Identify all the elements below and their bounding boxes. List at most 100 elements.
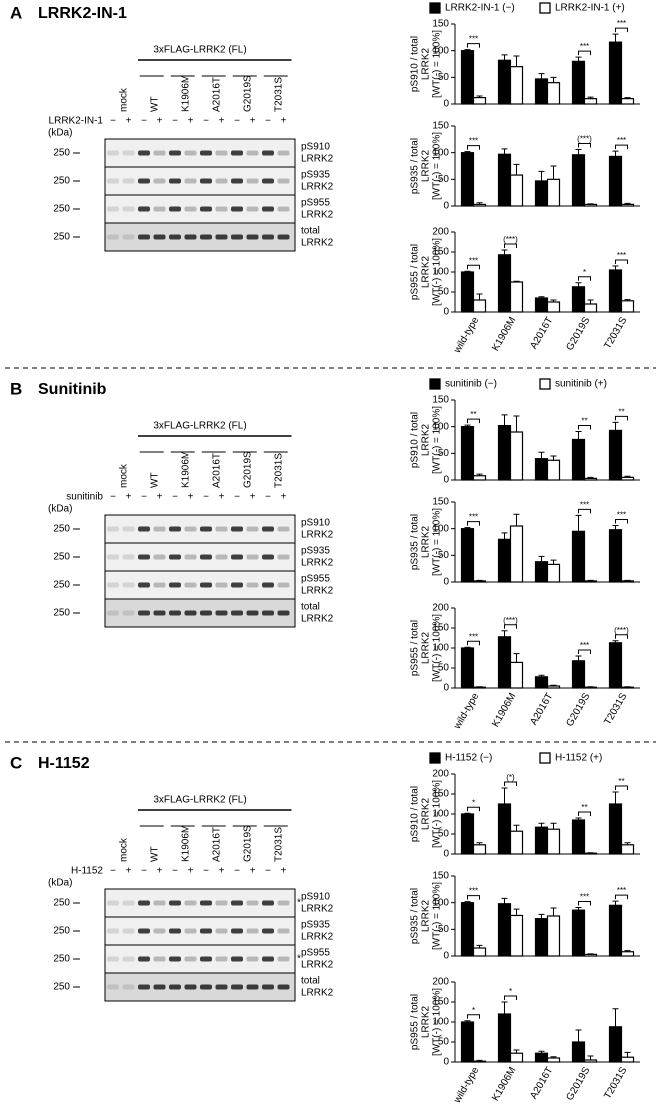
error-bar: [613, 422, 619, 430]
y-axis-label: LRRK2: [421, 255, 432, 288]
blot-band: [138, 151, 150, 156]
legend-swatch: [430, 753, 440, 763]
blot-band: [247, 929, 259, 934]
blot-band: [154, 151, 166, 156]
blot-band: [185, 151, 197, 156]
bar: [548, 1058, 560, 1062]
blot-band: [138, 985, 150, 990]
panel-title: Sunitinib: [38, 381, 107, 398]
treatment-sign: +: [281, 116, 287, 127]
blot-band: [138, 901, 150, 906]
y-tick-label: 150: [432, 19, 449, 30]
blot-band: [278, 207, 290, 212]
panel-title: LRRK2-IN-1: [38, 5, 127, 22]
blot-band: [123, 985, 135, 990]
y-tick-label: 0: [443, 577, 449, 588]
error-bar: [551, 456, 557, 460]
treatment-sign: −: [110, 492, 116, 503]
error-bar: [502, 631, 508, 637]
x-tick-label: K1906M: [490, 1065, 518, 1103]
y-axis-label: LRRK2: [421, 423, 432, 456]
blot-band: [247, 985, 259, 990]
blot-band: [154, 555, 166, 560]
significance-bracket: [468, 1015, 480, 1019]
blot-band: [262, 611, 274, 616]
treatment-sign: +: [250, 492, 256, 503]
y-axis-label: LRRK2: [421, 899, 432, 932]
kda-label: (kDa): [48, 504, 72, 515]
error-bar: [514, 416, 520, 432]
blot-band: [169, 985, 181, 990]
lane-label: G2019S: [242, 451, 253, 488]
blot-band: [200, 179, 212, 184]
bar: [511, 1053, 523, 1062]
blot-band: [247, 527, 259, 532]
treatment-sign: +: [188, 866, 194, 877]
bar: [548, 829, 560, 854]
blot-band: [200, 985, 212, 990]
error-bar: [576, 1030, 582, 1042]
bar: [610, 1027, 622, 1062]
bar: [536, 919, 548, 956]
significance-label: ***: [580, 42, 589, 51]
blot-band: [278, 527, 290, 532]
significance-bracket: [468, 807, 480, 811]
panel-title: H-1152: [38, 755, 90, 772]
blot-band: [262, 527, 274, 532]
blot-band: [262, 583, 274, 588]
blot-label: LRRK2: [301, 238, 334, 249]
lane-label: mock: [118, 87, 129, 112]
significance-bracket: [468, 265, 480, 269]
error-bar: [551, 560, 557, 564]
bar: [511, 175, 523, 206]
bar: [499, 539, 511, 582]
error-bar: [539, 452, 545, 458]
lane-label: WT: [149, 96, 160, 112]
significance-bracket: [616, 416, 628, 420]
blot-band: [107, 901, 119, 906]
y-axis-label: pS955 / total: [410, 244, 421, 300]
blot-band: [231, 929, 243, 934]
blot-band: [216, 527, 228, 532]
error-bar: [613, 525, 619, 529]
treatment-sign: +: [281, 492, 287, 503]
blot-band: [216, 179, 228, 184]
bar: [610, 530, 622, 582]
blot-band: [262, 207, 274, 212]
legend-swatch: [540, 753, 550, 763]
blot-band: [154, 583, 166, 588]
blot-band: [185, 985, 197, 990]
bar: [610, 430, 622, 480]
blot-label: pS910: [301, 142, 330, 153]
blot-band: [216, 583, 228, 588]
treatment-label: sunitinib: [66, 492, 103, 503]
y-tick-label: 0: [443, 99, 449, 110]
bar: [573, 61, 585, 104]
bar: [573, 531, 585, 582]
y-axis-label: LRRK2: [421, 1005, 432, 1038]
significance-bracket: [468, 146, 480, 150]
error-bar: [514, 654, 520, 663]
bar: [474, 687, 486, 688]
x-tick-label: T2031S: [602, 315, 629, 351]
lane-label: mock: [118, 463, 129, 488]
error-bar: [576, 431, 582, 439]
bar: [511, 662, 523, 688]
blot-band: [185, 207, 197, 212]
y-axis-label: LRRK2: [421, 149, 432, 182]
blot-band: [200, 207, 212, 212]
blot-label: LRRK2: [301, 530, 334, 541]
bar: [474, 300, 486, 312]
construct-label: 3xFLAG-LRRK2 (FL): [153, 795, 246, 806]
marker-label: 250: [53, 176, 70, 187]
bar: [622, 687, 634, 688]
blot-band: [154, 985, 166, 990]
bar: [573, 439, 585, 480]
bar: [622, 204, 634, 206]
marker-label: 250: [53, 580, 70, 591]
panel-letter: B: [10, 379, 22, 398]
treatment-label: LRRK2-IN-1: [49, 116, 104, 127]
bar: [474, 98, 486, 104]
blot-label: LRRK2: [301, 988, 334, 999]
treatment-sign: +: [126, 492, 132, 503]
